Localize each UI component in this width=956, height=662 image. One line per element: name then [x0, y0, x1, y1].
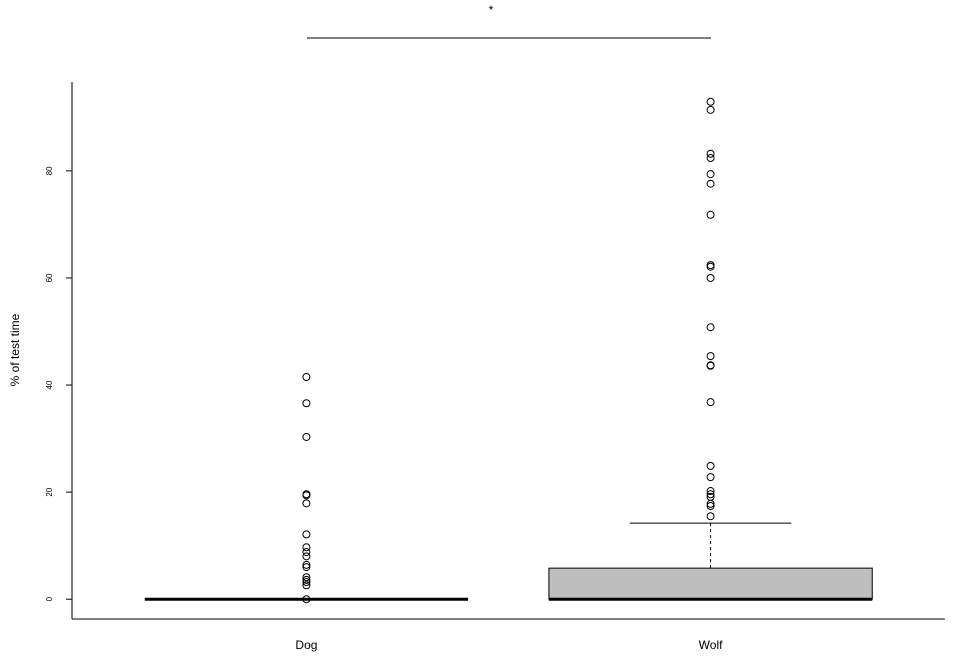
outlier [302, 563, 311, 572]
outlier [706, 273, 715, 282]
outlier [302, 560, 311, 569]
outlier [302, 581, 311, 590]
outlier [706, 502, 715, 511]
outlier [302, 548, 311, 557]
y-tick-label: 60 [45, 273, 54, 282]
y-axis-label: % of test time [8, 313, 22, 386]
outlier [302, 573, 311, 582]
outlier [706, 461, 715, 470]
y-tick-label: 40 [45, 380, 54, 389]
outlier [706, 398, 715, 407]
outlier [302, 543, 311, 552]
outlier [706, 487, 715, 496]
outlier [302, 552, 311, 561]
outlier [706, 361, 715, 370]
outlier [706, 512, 715, 521]
y-tick-label: 80 [45, 166, 54, 175]
y-tick-label: 0 [45, 596, 54, 601]
x-tick-label: Dog [295, 638, 317, 652]
outlier [302, 399, 311, 408]
outlier [706, 179, 715, 188]
outlier [706, 262, 715, 271]
outlier [706, 490, 715, 499]
box [548, 567, 873, 600]
outlier [302, 578, 311, 587]
outlier [706, 499, 715, 508]
outlier [302, 499, 311, 508]
outlier [706, 170, 715, 179]
outlier [706, 154, 715, 163]
outlier [706, 323, 715, 332]
outlier [706, 149, 715, 158]
outlier [706, 105, 715, 114]
outlier [302, 432, 311, 441]
x-tick-label: Wolf [699, 638, 723, 652]
outlier [302, 491, 311, 500]
y-tick-label: 20 [45, 487, 54, 496]
outlier [302, 575, 311, 584]
outlier [302, 373, 311, 382]
outlier [706, 473, 715, 482]
outlier [302, 595, 311, 604]
significance-label: * [489, 3, 494, 17]
outlier [706, 352, 715, 361]
outlier [706, 97, 715, 106]
outlier [706, 261, 715, 270]
outlier [302, 530, 311, 539]
outlier [706, 210, 715, 219]
